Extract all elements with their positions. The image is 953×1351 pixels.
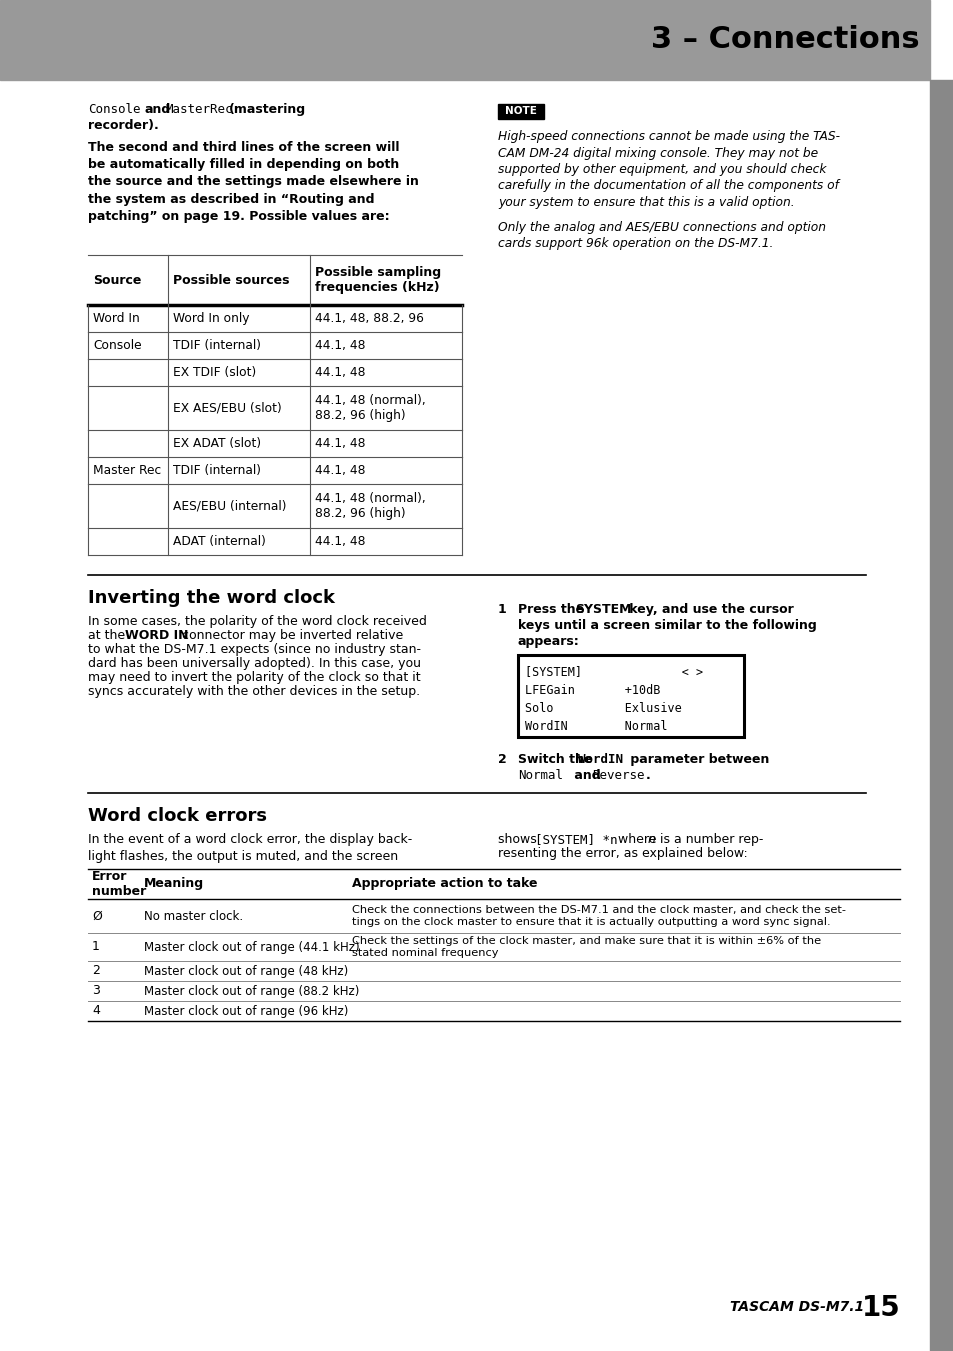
Text: Appropriate action to take: Appropriate action to take — [352, 878, 537, 890]
Text: In some cases, the polarity of the word clock received: In some cases, the polarity of the word … — [88, 615, 426, 628]
Text: .: . — [645, 769, 650, 782]
Text: EX ADAT (slot): EX ADAT (slot) — [172, 436, 261, 450]
Text: LFEGain       +10dB: LFEGain +10dB — [524, 684, 659, 697]
Text: Master clock out of range (88.2 kHz): Master clock out of range (88.2 kHz) — [144, 985, 359, 997]
Bar — [929, 80, 953, 1351]
Text: Ø: Ø — [91, 909, 102, 923]
Text: Console: Console — [92, 339, 141, 353]
Text: and: and — [145, 103, 172, 116]
Text: [SYSTEM]              < >: [SYSTEM] < > — [524, 665, 702, 678]
Text: Normal: Normal — [517, 769, 562, 782]
Text: key, and use the cursor: key, and use the cursor — [624, 603, 793, 616]
Text: where: where — [614, 834, 659, 846]
Bar — [0, 0, 929, 80]
Text: appears:: appears: — [517, 635, 579, 648]
Text: recorder).: recorder). — [88, 119, 158, 132]
Text: 1: 1 — [91, 940, 100, 954]
Text: 44.1, 48: 44.1, 48 — [314, 535, 365, 549]
Text: parameter between: parameter between — [625, 753, 768, 766]
Text: 15: 15 — [862, 1294, 900, 1323]
Text: n: n — [647, 834, 655, 846]
Text: Meaning: Meaning — [144, 878, 204, 890]
Text: WordIN: WordIN — [578, 753, 622, 766]
Text: Master clock out of range (48 kHz): Master clock out of range (48 kHz) — [144, 965, 348, 978]
Text: The second and third lines of the screen will
be automatically filled in dependi: The second and third lines of the screen… — [88, 141, 418, 223]
Text: WordIN        Normal: WordIN Normal — [524, 720, 667, 734]
Text: resenting the error, as explained below:: resenting the error, as explained below: — [497, 847, 747, 861]
Text: Check the settings of the clock master, and make sure that it is within ±6% of t: Check the settings of the clock master, … — [352, 936, 821, 958]
Text: Word In: Word In — [92, 312, 139, 326]
Text: EX AES/EBU (slot): EX AES/EBU (slot) — [172, 401, 281, 415]
Text: Press the: Press the — [517, 603, 588, 616]
Text: 44.1, 48: 44.1, 48 — [314, 436, 365, 450]
Text: In the event of a word clock error, the display back-
light flashes, the output : In the event of a word clock error, the … — [88, 834, 412, 863]
Text: 44.1, 48, 88.2, 96: 44.1, 48, 88.2, 96 — [314, 312, 423, 326]
Text: shows: shows — [497, 834, 540, 846]
Text: (mastering: (mastering — [229, 103, 306, 116]
Text: keys until a screen similar to the following: keys until a screen similar to the follo… — [517, 619, 816, 632]
Text: NOTE: NOTE — [504, 107, 537, 116]
Text: Inverting the word clock: Inverting the word clock — [88, 589, 335, 607]
Text: 2: 2 — [497, 753, 506, 766]
Text: No master clock.: No master clock. — [144, 909, 243, 923]
Text: Master clock out of range (44.1 kHz): Master clock out of range (44.1 kHz) — [144, 940, 359, 954]
Text: Source: Source — [92, 273, 141, 286]
Text: connector may be inverted relative: connector may be inverted relative — [178, 630, 403, 642]
Text: TASCAM DS-M7.1: TASCAM DS-M7.1 — [729, 1300, 863, 1315]
Text: WORD IN: WORD IN — [125, 630, 189, 642]
Text: is a number rep-: is a number rep- — [656, 834, 762, 846]
Text: 44.1, 48: 44.1, 48 — [314, 366, 365, 380]
Text: 44.1, 48 (normal),
88.2, 96 (high): 44.1, 48 (normal), 88.2, 96 (high) — [314, 492, 425, 520]
Bar — [497, 104, 543, 119]
Text: [SYSTEM] *n: [SYSTEM] *n — [535, 834, 617, 846]
Text: Switch the: Switch the — [517, 753, 597, 766]
Text: MasterRec: MasterRec — [166, 103, 233, 116]
Text: EX TDIF (slot): EX TDIF (slot) — [172, 366, 256, 380]
Text: Reverse: Reverse — [592, 769, 644, 782]
Text: Solo          Exlusive: Solo Exlusive — [524, 703, 681, 715]
Text: 44.1, 48: 44.1, 48 — [314, 463, 365, 477]
Text: Possible sampling
frequencies (kHz): Possible sampling frequencies (kHz) — [314, 266, 440, 295]
Text: 44.1, 48 (normal),
88.2, 96 (high): 44.1, 48 (normal), 88.2, 96 (high) — [314, 394, 425, 422]
Text: and: and — [569, 769, 604, 782]
Text: Console: Console — [88, 103, 140, 116]
Text: 4: 4 — [91, 1005, 100, 1017]
Text: Master clock out of range (96 kHz): Master clock out of range (96 kHz) — [144, 1005, 348, 1017]
Text: Check the connections between the DS-M7.1 and the clock master, and check the se: Check the connections between the DS-M7.… — [352, 905, 845, 927]
Text: SYSTEM: SYSTEM — [575, 603, 631, 616]
Text: to what the DS-M7.1 expects (since no industry stan-: to what the DS-M7.1 expects (since no in… — [88, 643, 420, 657]
Text: High-speed connections cannot be made using the TAS-
CAM DM-24 digital mixing co: High-speed connections cannot be made us… — [497, 130, 840, 209]
Text: Master Rec: Master Rec — [92, 463, 161, 477]
Text: Possible sources: Possible sources — [172, 273, 289, 286]
Text: dard has been universally adopted). In this case, you: dard has been universally adopted). In t… — [88, 657, 420, 670]
Text: 44.1, 48: 44.1, 48 — [314, 339, 365, 353]
Text: syncs accurately with the other devices in the setup.: syncs accurately with the other devices … — [88, 685, 419, 698]
Text: TDIF (internal): TDIF (internal) — [172, 463, 261, 477]
Text: Word In only: Word In only — [172, 312, 250, 326]
Text: Only the analog and AES/EBU connections and option
cards support 96k operation o: Only the analog and AES/EBU connections … — [497, 222, 825, 250]
Text: 3: 3 — [91, 985, 100, 997]
Text: 2: 2 — [91, 965, 100, 978]
Text: Error
number: Error number — [91, 870, 146, 898]
Text: 1: 1 — [497, 603, 506, 616]
Text: 3 – Connections: 3 – Connections — [651, 26, 919, 54]
Text: TDIF (internal): TDIF (internal) — [172, 339, 261, 353]
Text: AES/EBU (internal): AES/EBU (internal) — [172, 500, 286, 512]
Text: may need to invert the polarity of the clock so that it: may need to invert the polarity of the c… — [88, 671, 420, 684]
Bar — [517, 655, 743, 738]
Text: Word clock errors: Word clock errors — [88, 807, 267, 825]
Text: ADAT (internal): ADAT (internal) — [172, 535, 266, 549]
Text: at the: at the — [88, 630, 129, 642]
